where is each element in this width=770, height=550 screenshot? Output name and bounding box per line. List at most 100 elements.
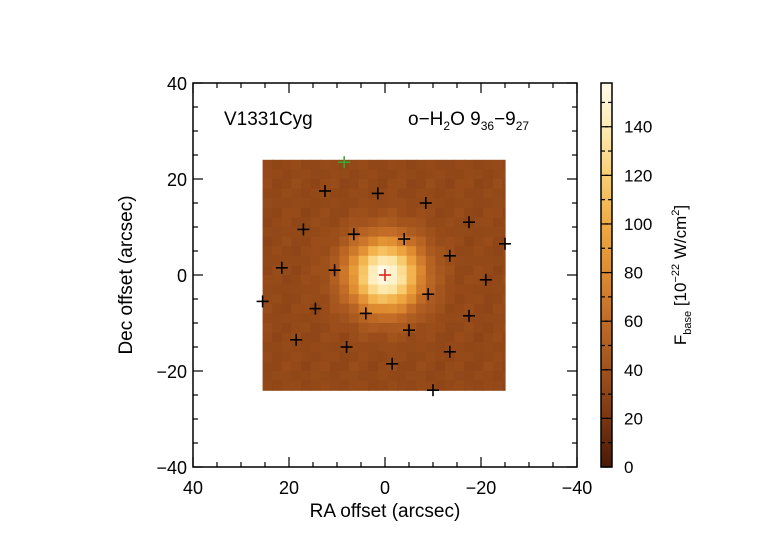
heatmap-pixel	[349, 169, 360, 180]
heatmap-pixel	[358, 303, 369, 314]
heatmap-pixel	[272, 361, 283, 372]
heatmap-pixel	[445, 313, 456, 324]
heatmap-pixel	[349, 275, 360, 286]
heatmap-pixel	[502, 255, 506, 266]
heatmap-pixel	[358, 361, 369, 372]
heatmap-pixel	[493, 323, 504, 334]
heatmap-pixel	[435, 169, 446, 180]
heatmap-pixel	[483, 227, 494, 238]
heatmap-pixel	[320, 275, 331, 286]
heatmap-pixel	[358, 169, 369, 180]
heatmap-pixel	[454, 246, 465, 257]
y-tick-label: 40	[167, 74, 187, 94]
heatmap-pixel	[454, 255, 465, 266]
heatmap-pixel	[502, 246, 506, 257]
heatmap-pixel	[425, 265, 436, 276]
heatmap-pixel	[291, 380, 302, 391]
heatmap-pixel	[262, 332, 273, 343]
heatmap-pixel	[329, 169, 340, 180]
heatmap-pixel	[464, 179, 475, 190]
heatmap-pixel	[445, 275, 456, 286]
x-tick-label: −20	[466, 478, 497, 498]
heatmap-pixel	[291, 351, 302, 362]
heatmap-pixel	[464, 265, 475, 276]
heatmap-pixel	[320, 236, 331, 247]
heatmap-pixel	[291, 169, 302, 180]
heatmap-pixel	[339, 179, 350, 190]
spaxel-marker	[422, 288, 435, 301]
heatmap-pixel	[310, 159, 321, 170]
heatmap-pixel	[397, 246, 408, 257]
heatmap-pixel	[454, 380, 465, 391]
heatmap-pixel	[310, 227, 321, 238]
heatmap-pixel	[454, 198, 465, 209]
heatmap-pixel	[339, 217, 350, 228]
heatmap-pixel	[301, 361, 312, 372]
heatmap-pixel	[320, 246, 331, 257]
heatmap-pixel	[397, 265, 408, 276]
heatmap-pixel	[377, 332, 388, 343]
heatmap-pixel	[291, 255, 302, 266]
x-tick-label: −40	[562, 478, 593, 498]
heatmap-pixel	[349, 323, 360, 334]
heatmap-pixel	[416, 246, 427, 257]
heatmap-pixel	[291, 246, 302, 257]
heatmap-pixel	[397, 323, 408, 334]
heatmap-pixel	[349, 198, 360, 209]
heatmap-pixel	[397, 342, 408, 353]
heatmap-pixel	[272, 159, 283, 170]
heatmap-pixel	[445, 179, 456, 190]
heatmap-pixel	[320, 179, 331, 190]
heatmap-pixel	[262, 255, 273, 266]
heatmap-pixel	[329, 313, 340, 324]
heatmap-pixel	[320, 380, 331, 391]
heatmap-pixel	[473, 217, 484, 228]
heatmap-pixel	[387, 303, 398, 314]
heatmap-pixel	[368, 207, 379, 218]
heatmap-pixel	[301, 207, 312, 218]
heatmap-pixel	[483, 380, 494, 391]
heatmap-pixel	[320, 323, 331, 334]
colorbar	[600, 82, 613, 468]
colorbar-tick-labels: 0 20 40 60 80 100 120 140	[624, 118, 652, 477]
heatmap-pixel	[425, 179, 436, 190]
heatmap-pixel	[281, 294, 292, 305]
heatmap-pixel	[406, 275, 417, 286]
heatmap-pixel	[416, 323, 427, 334]
heatmap-pixel	[435, 303, 446, 314]
heatmap-pixel	[329, 332, 340, 343]
heatmap-pixel	[473, 332, 484, 343]
heatmap-pixel	[281, 332, 292, 343]
heatmap-pixel	[416, 217, 427, 228]
heatmap-pixel	[435, 227, 446, 238]
heatmap-pixel	[377, 207, 388, 218]
heatmap-pixel	[425, 246, 436, 257]
heatmap-pixel	[397, 217, 408, 228]
heatmap-pixel	[329, 361, 340, 372]
heatmap-pixel	[320, 351, 331, 362]
heatmap-pixel	[291, 284, 302, 295]
heatmap-pixel	[281, 188, 292, 199]
heatmap-pixel	[464, 294, 475, 305]
heatmap-pixel	[483, 342, 494, 353]
spaxel-marker	[463, 216, 475, 229]
heatmap-pixel	[483, 169, 494, 180]
heatmap-pixel	[291, 323, 302, 334]
heatmap-pixel	[406, 371, 417, 382]
heatmap-pixel	[262, 188, 273, 199]
heatmap-pixel	[416, 361, 427, 372]
heatmap-pixel	[397, 159, 408, 170]
heatmap-pixel	[397, 351, 408, 362]
heatmap-pixel	[368, 246, 379, 257]
heatmap-pixel	[358, 351, 369, 362]
heatmap-pixel	[368, 303, 379, 314]
colorbar-ticks	[601, 101, 612, 468]
heatmap-pixel	[493, 217, 504, 228]
heatmap-pixel	[329, 236, 340, 247]
heatmap-pixel	[281, 284, 292, 295]
heatmap-pixel	[406, 217, 417, 228]
y-axis-tick-labels: −40 −20 0 20 40	[156, 74, 187, 478]
heatmap-pixel	[358, 217, 369, 228]
heatmap-pixel	[301, 188, 312, 199]
heatmap-pixel	[425, 361, 436, 372]
